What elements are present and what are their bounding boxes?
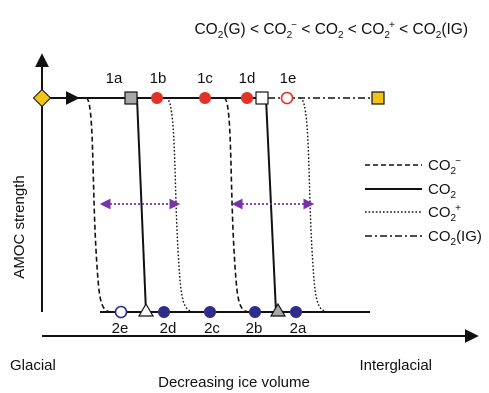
red-point-1c [199, 92, 211, 104]
label-1b: 1b [150, 70, 167, 87]
label-2c: 2c [204, 320, 220, 337]
legend-term-subscript: 2 [451, 166, 457, 177]
legend-term-base: CO [428, 204, 451, 221]
x-right-label: Interglacial [359, 357, 432, 374]
legend-label-co2-plus: CO2+​ [428, 203, 461, 224]
blue-point-2d [158, 306, 170, 318]
ordering-term-subscript: 2 [218, 30, 224, 41]
label-2e: 2e [112, 320, 129, 337]
gray-square-marker [124, 91, 138, 105]
red-open-point-1e [280, 91, 294, 105]
legend-term-base: CO [428, 157, 451, 174]
legend-label-co2-ig: CO2(IG) [428, 228, 482, 248]
label-1a: 1a [106, 70, 123, 87]
ordering-separator: < [395, 21, 413, 38]
ordering-term-superscript: + [389, 20, 395, 31]
co2-ordering: CO2(G) < CO2−​ < CO2​ < CO2+​ < CO2(IG) [194, 20, 468, 41]
red-point-1d [241, 92, 253, 104]
gray-triangle-marker [269, 302, 287, 317]
ordering-term-base: CO [413, 21, 436, 38]
yellow-square-end-marker [371, 91, 385, 105]
ordering-term-subscript: 2 [338, 30, 344, 41]
blue-point-2c [204, 306, 216, 318]
ordering-term-suffix: (IG) [441, 21, 468, 38]
blue-open-point-2e [114, 305, 128, 319]
label-1e: 1e [280, 70, 297, 87]
ordering-separator: < [344, 21, 362, 38]
label-1c: 1c [197, 70, 213, 87]
white-triangle-marker [137, 302, 155, 317]
red-point-1b [151, 92, 163, 104]
co2-transition-2 [260, 97, 277, 313]
legend-term-base: CO [428, 228, 451, 245]
legend-term-subscript: 2 [451, 213, 457, 224]
ordering-separator: < [297, 21, 315, 38]
legend-term-superscript: − [455, 156, 461, 167]
label-2d: 2d [160, 320, 177, 337]
yellow-diamond-start-marker [32, 88, 52, 108]
legend: CO2−​ CO2​ CO2+​ CO2(IG) [365, 156, 482, 248]
co2-plus-transition-1 [165, 97, 197, 313]
ordering-term-subscript: 2 [436, 30, 442, 41]
legend-term-subscript: 2 [451, 190, 457, 201]
blue-point-2b [249, 306, 261, 318]
ordering-term-suffix: (G) [223, 21, 245, 38]
co2-plus-transition-2 [299, 97, 331, 313]
label-1d: 1d [239, 70, 256, 87]
blue-point-2a [290, 306, 302, 318]
y-axis-label: AMOC strength [11, 175, 28, 278]
legend-label-co2: CO2​ [428, 181, 457, 201]
ordering-term-base: CO [361, 21, 384, 38]
ordering-term-base: CO [263, 21, 286, 38]
ordering-term-subscript: 2 [384, 30, 390, 41]
ordering-term-base: CO [315, 21, 338, 38]
co2-minus-transition-2 [223, 97, 251, 313]
legend-term-subscript: 2 [451, 237, 457, 248]
x-axis-label: Decreasing ice volume [158, 374, 310, 391]
ordering-term-subscript: 2 [287, 30, 293, 41]
ordering-separator: < [246, 21, 264, 38]
legend-term-base: CO [428, 181, 451, 198]
co2-transition-1 [131, 97, 147, 313]
co2-minus-transition-1 [85, 97, 113, 313]
white-square-marker [255, 91, 269, 105]
ordering-term-superscript: − [291, 20, 297, 31]
ordering-term-base: CO [194, 21, 217, 38]
legend-term-superscript: + [455, 203, 461, 214]
legend-label-co2-minus: CO2−​ [428, 156, 461, 177]
label-2b: 2b [246, 320, 263, 337]
x-left-label: Glacial [10, 357, 56, 374]
label-2a: 2a [290, 320, 307, 337]
legend-term-suffix: (IG) [456, 228, 482, 245]
